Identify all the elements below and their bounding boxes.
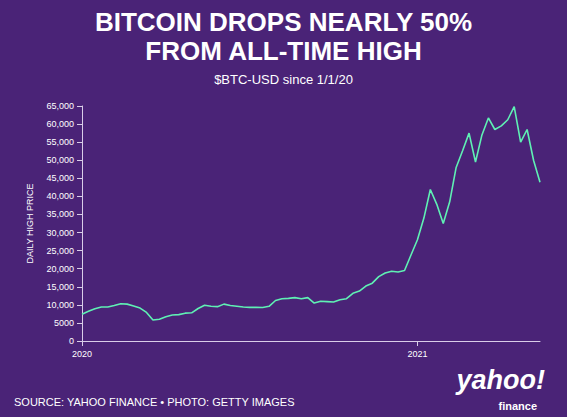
svg-text:FROM ALL-TIME HIGH: FROM ALL-TIME HIGH (145, 36, 421, 66)
svg-text:$BTC-USD since 1/1/20: $BTC-USD since 1/1/20 (214, 72, 353, 87)
svg-text:30,000: 30,000 (46, 228, 74, 238)
svg-text:40,000: 40,000 (46, 191, 74, 201)
svg-text:50,000: 50,000 (46, 155, 74, 165)
svg-text:2021: 2021 (407, 349, 427, 359)
svg-text:65,000: 65,000 (46, 101, 74, 111)
svg-text:SOURCE: YAHOO FINANCE • PHOTO:: SOURCE: YAHOO FINANCE • PHOTO: GETTY IMA… (14, 396, 295, 408)
svg-text:yahoo!: yahoo! (454, 365, 545, 395)
svg-text:25,000: 25,000 (46, 246, 74, 256)
svg-text:35,000: 35,000 (46, 209, 74, 219)
svg-text:15,000: 15,000 (46, 282, 74, 292)
svg-text:0: 0 (69, 336, 74, 346)
svg-text:20,000: 20,000 (46, 264, 74, 274)
svg-text:55,000: 55,000 (46, 137, 74, 147)
svg-text:10,000: 10,000 (46, 300, 74, 310)
svg-text:45,000: 45,000 (46, 173, 74, 183)
svg-text:2020: 2020 (72, 349, 92, 359)
svg-text:finance: finance (498, 400, 537, 412)
svg-text:60,000: 60,000 (46, 119, 74, 129)
svg-text:DAILY HIGH PRICE: DAILY HIGH PRICE (25, 183, 35, 263)
svg-text:5000: 5000 (54, 318, 74, 328)
svg-text:BITCOIN DROPS NEARLY 50%: BITCOIN DROPS NEARLY 50% (95, 7, 472, 37)
